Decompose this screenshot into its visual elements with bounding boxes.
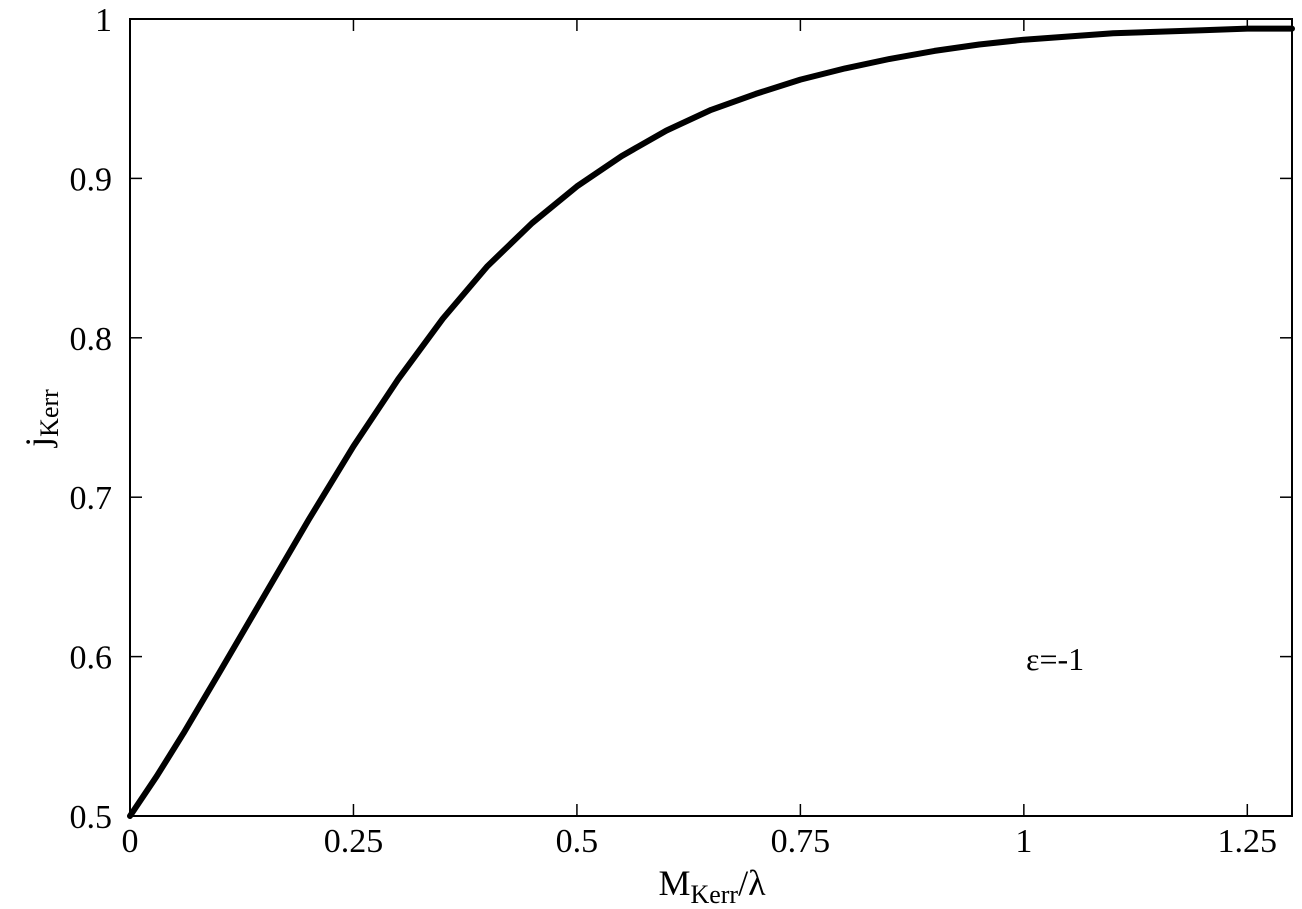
x-axis-label: MKerr/λ xyxy=(658,863,766,909)
x-tick-label: 0.25 xyxy=(324,823,384,860)
x-axis-label-suffix: /λ xyxy=(738,863,766,903)
series-line xyxy=(127,25,1295,819)
ticks xyxy=(129,18,1292,817)
tick-labels: 0 0.25 0.5 0.75 1 1.25 0.5 0.6 0.7 0.8 0.9 1 xyxy=(70,2,1278,860)
y-axis-label-main: j xyxy=(18,437,58,449)
x-axis-label-main: M xyxy=(658,863,690,903)
x-tick-label: 1.25 xyxy=(1218,823,1278,860)
y-tick-label: 0.7 xyxy=(70,480,113,517)
x-tick-label: 0.5 xyxy=(556,823,599,860)
epsilon-annotation: ε=-1 xyxy=(1026,641,1084,677)
x-tick-label: 0.75 xyxy=(771,823,831,860)
y-tick-label: 0.5 xyxy=(70,799,113,836)
y-tick-label: 0.8 xyxy=(70,321,113,358)
y-tick-label: 1 xyxy=(95,2,112,39)
x-tick-label: 0 xyxy=(122,823,139,860)
y-axis-label: jKerr xyxy=(18,389,64,449)
x-axis-label-sub: Kerr xyxy=(690,880,738,909)
plot-frame xyxy=(129,18,1293,817)
y-tick-label: 0.9 xyxy=(70,161,113,198)
y-tick-label: 0.6 xyxy=(70,640,113,677)
x-tick-label: 1 xyxy=(1015,823,1032,860)
y-axis-label-sub: Kerr xyxy=(35,389,64,437)
